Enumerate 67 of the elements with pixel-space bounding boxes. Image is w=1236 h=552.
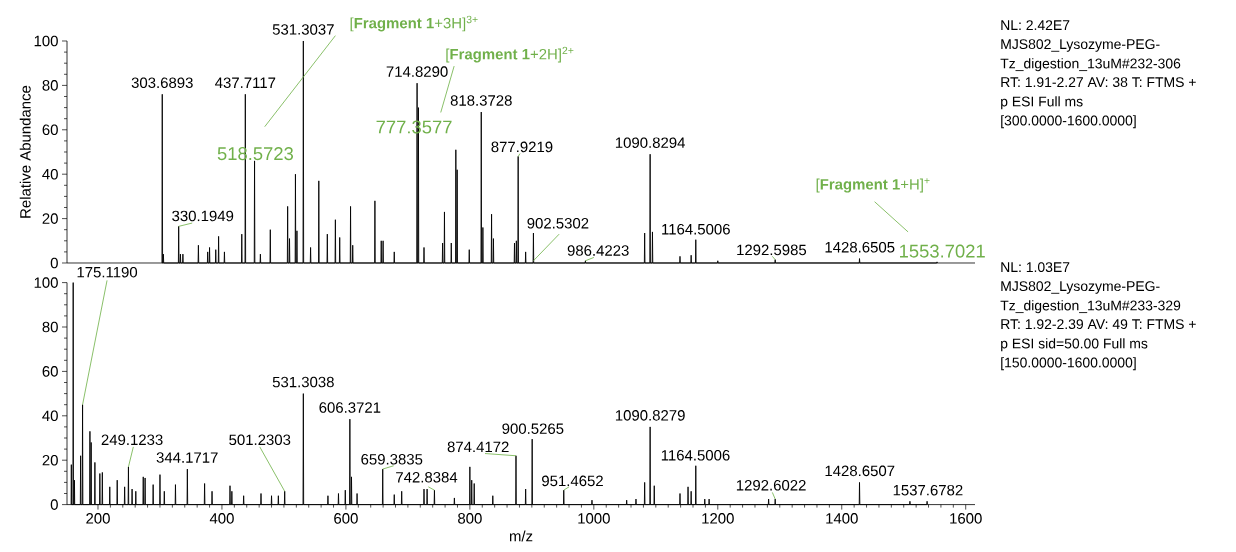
y-tick-label: 0 <box>50 257 58 269</box>
text: Tz_digestion_13uM#233-329 <box>1000 300 1181 314</box>
annotation: [Fragment 1+H]$^{+}$ <box>816 178 930 193</box>
y-tick-label: 80 <box>42 321 58 333</box>
y-axis-title: Relative Abundance <box>19 85 31 218</box>
text: p ESI sid=50.00 Full ms <box>1001 338 1148 352</box>
annotation: 1292.6022 <box>736 480 806 491</box>
annotation: 874.4172 <box>447 441 509 453</box>
y-tick-label: 40 <box>42 410 58 422</box>
x-tick-label: 800 <box>458 513 482 524</box>
y-tick-label: 20 <box>42 454 58 466</box>
annotation: 1428.6505 <box>825 241 895 253</box>
y-tick-label: 0 <box>50 499 58 510</box>
text: NL: 1.03E7 <box>1001 262 1070 273</box>
annotation: 249.1233 <box>101 434 163 446</box>
y-tick-label: 100 <box>34 35 58 47</box>
annotation: 1292.5985 <box>737 244 807 256</box>
x-tick-label: 1600 <box>950 513 982 524</box>
y-tick-label: 20 <box>42 213 58 224</box>
annotation: 659.3835 <box>361 454 423 465</box>
annotation: [Fragment 1+2H]$^{2+}$ <box>446 46 574 63</box>
annotation: 501.2303 <box>229 434 291 446</box>
annotation: 1428.6507 <box>825 465 895 477</box>
annotation: 818.3728 <box>450 95 512 106</box>
x-axis-title: m/z <box>509 530 533 542</box>
annotation: 606.3721 <box>319 402 381 413</box>
annotation: 1164.5006 <box>662 223 730 235</box>
annotation: 1553.7021 <box>900 244 985 258</box>
annotation: 531.3037 <box>272 24 334 35</box>
x-tick-label: 600 <box>334 513 358 524</box>
text: MJS802_Lysozyme-PEG- <box>1001 39 1160 52</box>
text: NL: 2.42E7 <box>1001 20 1070 30</box>
annotation: 902.5302 <box>527 217 589 229</box>
text: [150.0000-1600.0000] <box>1001 357 1136 371</box>
annotation: 175.1190 <box>77 266 138 278</box>
y-tick-label: 60 <box>42 366 58 377</box>
annotation: 951.4652 <box>542 475 603 487</box>
y-tick-label: 40 <box>42 168 58 180</box>
y-tick-label: 80 <box>42 80 58 91</box>
y-tick-label: 60 <box>42 124 58 136</box>
annotation: 986.4223 <box>567 245 629 256</box>
x-tick-label: 1400 <box>826 513 858 524</box>
x-tick-label: 1000 <box>578 513 610 524</box>
x-tick-label: 400 <box>209 513 234 524</box>
text: RT: 1.91-2.27 AV: 38 T: FTMS + <box>1001 77 1196 88</box>
text: p ESI Full ms <box>1001 96 1083 110</box>
annotation: 437.7117 <box>215 77 276 89</box>
annotation: 900.5265 <box>502 423 564 434</box>
annotation: 330.1949 <box>172 210 234 222</box>
y-tick-label: 100 <box>34 277 58 288</box>
annotation: 531.3038 <box>272 376 334 388</box>
annotation: 742.8384 <box>396 472 458 483</box>
annotation: 344.1717 <box>156 452 218 463</box>
annotation: 1090.8294 <box>615 137 685 148</box>
text: [300.0000-1600.0000] <box>1001 115 1136 129</box>
x-tick-label: 1200 <box>702 513 734 524</box>
annotation: 1537.6782 <box>893 484 963 496</box>
text: Tz_digestion_13uM#232-306 <box>1000 58 1181 72</box>
annotation: 877.9219 <box>491 141 553 153</box>
annotation: 714.8290 <box>386 66 448 77</box>
text: RT: 1.92-2.39 AV: 49 T: FTMS + <box>1001 319 1196 330</box>
annotation: 1164.5006 <box>661 450 730 461</box>
x-tick-label: 200 <box>86 513 110 524</box>
annotation: 1090.8279 <box>615 410 685 421</box>
text: [Fragment 1+3H]$^{3+}$ <box>350 15 478 32</box>
annotation: 303.6893 <box>131 77 193 89</box>
text: MJS802_Lysozyme-PEG- <box>1001 281 1160 294</box>
